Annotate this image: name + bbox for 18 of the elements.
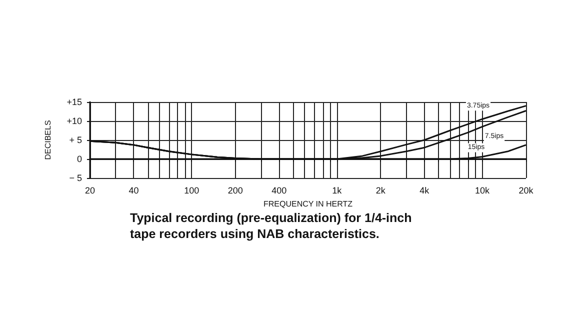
x-tick-label: 400 — [272, 186, 287, 196]
x-tick-label: 200 — [228, 186, 243, 196]
y-tick-label: +10 — [66, 116, 82, 126]
y-tick-label: 0 — [76, 154, 82, 164]
x-tick-label: 100 — [184, 186, 200, 196]
y-tick-label: − 5 — [69, 173, 82, 183]
x-tick-label: 20k — [518, 186, 534, 196]
y-axis-title: DECIBELS — [44, 120, 52, 160]
y-tick-label: +15 — [66, 97, 82, 107]
y-tick-label: + 5 — [69, 135, 82, 145]
x-tick-label: 1k — [332, 186, 342, 196]
x-tick-label: 2k — [376, 186, 386, 196]
text: Typical recording (pre-equalization) for 1/4-inch tape recorders using NAB characteristics. — [130, 211, 416, 241]
x-tick-label: 20 — [84, 186, 96, 196]
x-tick-label: 4k — [420, 186, 430, 196]
x-tick-label: 40 — [128, 186, 139, 196]
x-tick-label: 10k — [474, 186, 490, 196]
x-axis-title: FREQUENCY IN HERTZ — [263, 200, 353, 208]
